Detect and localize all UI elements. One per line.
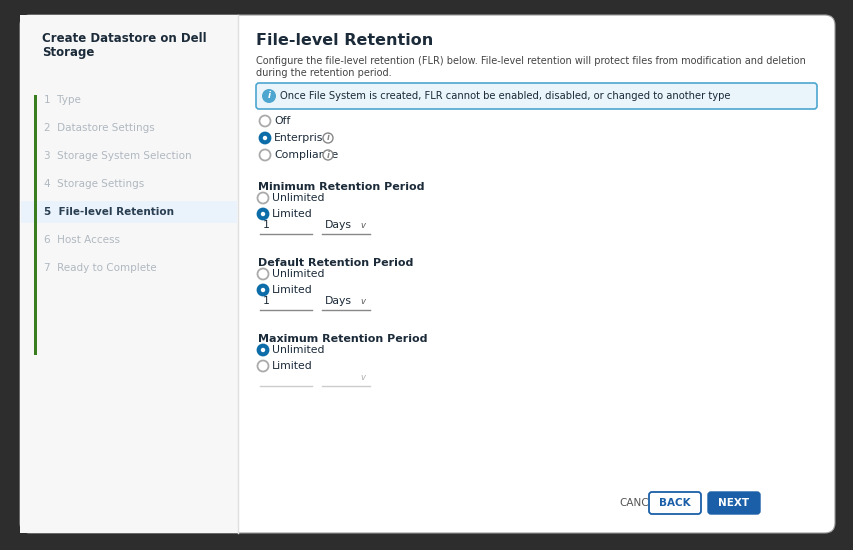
Text: Storage: Storage — [42, 46, 95, 59]
Circle shape — [260, 288, 265, 292]
Text: Unlimited: Unlimited — [272, 193, 324, 203]
Text: Limited: Limited — [272, 209, 312, 219]
Text: BACK: BACK — [659, 498, 690, 508]
Text: i: i — [326, 151, 329, 160]
Text: i: i — [326, 134, 329, 142]
Text: during the retention period.: during the retention period. — [256, 68, 392, 78]
Text: NEXT: NEXT — [717, 498, 749, 508]
Circle shape — [258, 344, 268, 355]
Text: Unlimited: Unlimited — [272, 269, 324, 279]
Text: v: v — [360, 373, 364, 382]
Text: 1: 1 — [263, 296, 270, 306]
Text: 2  Datastore Settings: 2 Datastore Settings — [44, 123, 154, 133]
Text: Enterprise: Enterprise — [274, 133, 330, 143]
Circle shape — [258, 360, 268, 371]
Text: 5  File-level Retention: 5 File-level Retention — [44, 207, 174, 217]
Text: Days: Days — [325, 296, 351, 306]
Text: Days: Days — [325, 220, 351, 230]
Circle shape — [263, 136, 267, 140]
Text: Maximum Retention Period: Maximum Retention Period — [258, 334, 427, 344]
Text: i: i — [267, 91, 270, 101]
Text: 1  Type: 1 Type — [44, 95, 81, 105]
Text: v: v — [360, 221, 364, 230]
Text: 3  Storage System Selection: 3 Storage System Selection — [44, 151, 191, 161]
Text: 7  Ready to Complete: 7 Ready to Complete — [44, 263, 156, 273]
Text: Limited: Limited — [272, 285, 312, 295]
FancyBboxPatch shape — [707, 492, 759, 514]
Text: Once File System is created, FLR cannot be enabled, disabled, or changed to anot: Once File System is created, FLR cannot … — [280, 91, 729, 101]
Bar — [20, 15, 238, 533]
FancyBboxPatch shape — [20, 15, 834, 533]
Text: File-level Retention: File-level Retention — [256, 33, 432, 48]
Circle shape — [259, 133, 270, 144]
Bar — [21, 201, 237, 223]
FancyBboxPatch shape — [648, 492, 700, 514]
Circle shape — [260, 212, 265, 216]
Text: 6  Host Access: 6 Host Access — [44, 235, 120, 245]
Text: Default Retention Period: Default Retention Period — [258, 258, 413, 268]
Circle shape — [259, 150, 270, 161]
Circle shape — [258, 208, 268, 219]
Text: Create Datastore on Dell: Create Datastore on Dell — [42, 32, 206, 45]
Circle shape — [258, 192, 268, 204]
Text: v: v — [360, 297, 364, 306]
Text: Compliance: Compliance — [274, 150, 338, 160]
Text: Limited: Limited — [272, 361, 312, 371]
Text: Off: Off — [274, 116, 290, 126]
Circle shape — [322, 150, 333, 160]
Bar — [34, 95, 37, 355]
Circle shape — [258, 284, 268, 295]
FancyBboxPatch shape — [256, 83, 816, 109]
Circle shape — [258, 268, 268, 279]
Circle shape — [262, 89, 276, 103]
Text: CANCEL: CANCEL — [618, 498, 660, 508]
Circle shape — [260, 348, 265, 352]
Circle shape — [259, 116, 270, 127]
FancyBboxPatch shape — [20, 15, 238, 533]
Circle shape — [322, 133, 333, 143]
Text: 1: 1 — [263, 220, 270, 230]
Text: Minimum Retention Period: Minimum Retention Period — [258, 182, 424, 192]
Text: 4  Storage Settings: 4 Storage Settings — [44, 179, 144, 189]
Text: Configure the file-level retention (FLR) below. File-level retention will protec: Configure the file-level retention (FLR)… — [256, 56, 805, 66]
Text: Unlimited: Unlimited — [272, 345, 324, 355]
